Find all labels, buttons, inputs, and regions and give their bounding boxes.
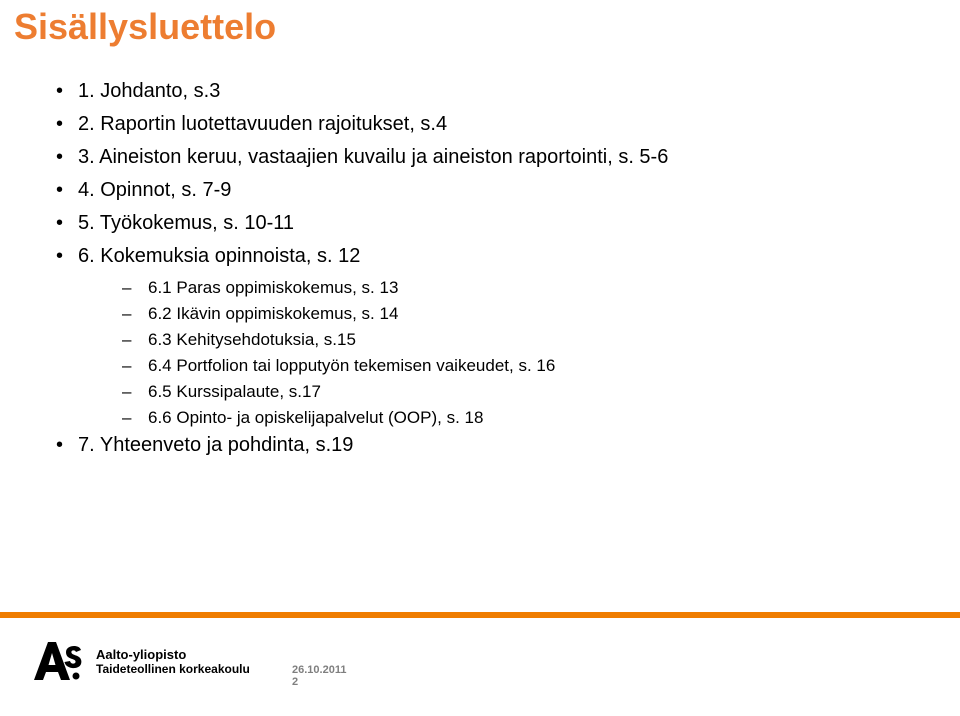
toc-sub-item-label: 6.2 Ikävin oppimiskokemus, s. 14 <box>148 304 398 324</box>
toc-item: •1. Johdanto, s.3 <box>56 80 668 103</box>
toc-sub-item: –6.3 Kehitysehdotuksia, s.15 <box>122 330 668 350</box>
logo-line-1: Aalto-yliopisto <box>96 648 250 662</box>
bullet-icon: • <box>56 113 78 136</box>
dash-icon: – <box>122 408 148 428</box>
toc-sub-item-label: 6.3 Kehitysehdotuksia, s.15 <box>148 330 356 350</box>
footer-date: 26.10.2011 <box>292 664 346 676</box>
bullet-icon: • <box>56 212 78 235</box>
slide: Sisällysluettelo •1. Johdanto, s.3•2. Ra… <box>0 0 960 716</box>
toc-item-label: 7. Yhteenveto ja pohdinta, s.19 <box>78 434 353 457</box>
toc-item-label: 4. Opinnot, s. 7-9 <box>78 179 231 202</box>
logo: Aalto-yliopisto Taideteollinen korkeakou… <box>28 636 250 688</box>
toc-sub-item-label: 6.6 Opinto- ja opiskelijapalvelut (OOP),… <box>148 408 483 428</box>
logo-line-2: Taideteollinen korkeakoulu <box>96 663 250 676</box>
toc-sub-item: –6.6 Opinto- ja opiskelijapalvelut (OOP)… <box>122 408 668 428</box>
bullet-icon: • <box>56 146 78 169</box>
dash-icon: – <box>122 330 148 350</box>
bullet-icon: • <box>56 245 78 268</box>
table-of-contents: •1. Johdanto, s.3•2. Raportin luotettavu… <box>56 80 668 467</box>
toc-sub-item-label: 6.1 Paras oppimiskokemus, s. 13 <box>148 278 398 298</box>
toc-item-label: 6. Kokemuksia opinnoista, s. 12 <box>78 245 360 268</box>
toc-item: •4. Opinnot, s. 7-9 <box>56 179 668 202</box>
footer: 26.10.2011 2 <box>292 664 346 688</box>
toc-sub-item-label: 6.5 Kurssipalaute, s.17 <box>148 382 321 402</box>
toc-sub-list: –6.1 Paras oppimiskokemus, s. 13–6.2 Ikä… <box>122 278 668 428</box>
toc-item-label: 5. Työkokemus, s. 10-11 <box>78 212 294 235</box>
toc-sub-item-label: 6.4 Portfolion tai lopputyön tekemisen v… <box>148 356 555 376</box>
toc-item-label: 3. Aineiston keruu, vastaajien kuvailu j… <box>78 146 668 169</box>
logo-mark-icon <box>28 636 84 688</box>
page-title: Sisällysluettelo <box>14 6 276 48</box>
logo-text: Aalto-yliopisto Taideteollinen korkeakou… <box>96 648 250 675</box>
bullet-icon: • <box>56 434 78 457</box>
dash-icon: – <box>122 382 148 402</box>
toc-sub-item: –6.2 Ikävin oppimiskokemus, s. 14 <box>122 304 668 324</box>
dash-icon: – <box>122 356 148 376</box>
toc-item-label: 1. Johdanto, s.3 <box>78 80 220 103</box>
bullet-icon: • <box>56 179 78 202</box>
toc-item: •3. Aineiston keruu, vastaajien kuvailu … <box>56 146 668 169</box>
toc-item: •6. Kokemuksia opinnoista, s. 12 <box>56 245 668 268</box>
divider-bar <box>0 612 960 618</box>
bullet-icon: • <box>56 80 78 103</box>
toc-sub-item: –6.4 Portfolion tai lopputyön tekemisen … <box>122 356 668 376</box>
footer-page: 2 <box>292 676 346 688</box>
toc-item: •7. Yhteenveto ja pohdinta, s.19 <box>56 434 668 457</box>
toc-item: •5. Työkokemus, s. 10-11 <box>56 212 668 235</box>
toc-sub-item: –6.1 Paras oppimiskokemus, s. 13 <box>122 278 668 298</box>
toc-item: •2. Raportin luotettavuuden rajoitukset,… <box>56 113 668 136</box>
toc-sub-item: –6.5 Kurssipalaute, s.17 <box>122 382 668 402</box>
dash-icon: – <box>122 304 148 324</box>
dash-icon: – <box>122 278 148 298</box>
toc-item-label: 2. Raportin luotettavuuden rajoitukset, … <box>78 113 447 136</box>
